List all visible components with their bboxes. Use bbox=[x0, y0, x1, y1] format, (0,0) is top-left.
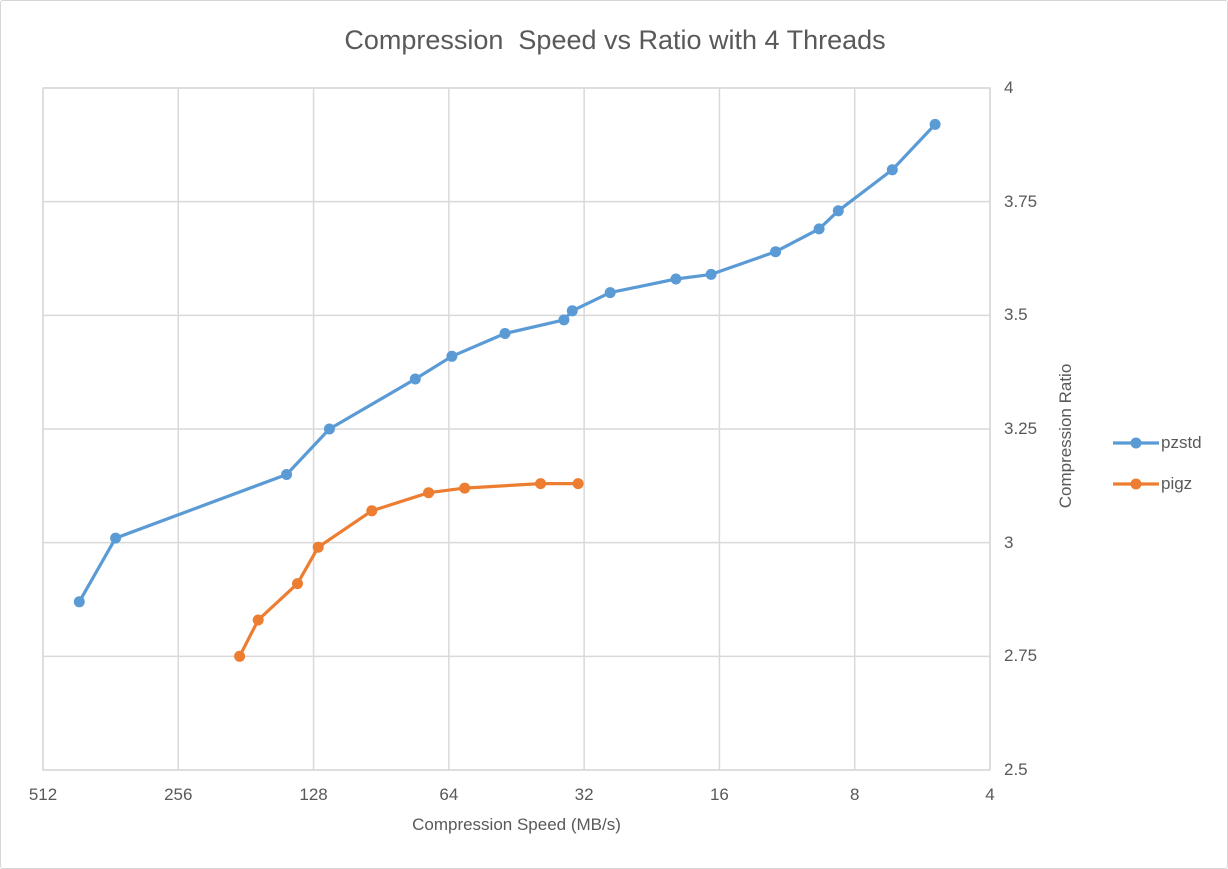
data-point-pigz bbox=[423, 487, 435, 499]
x-tick-label-256: 256 bbox=[164, 785, 193, 804]
data-point-pigz bbox=[234, 650, 246, 662]
x-tick-label-32: 32 bbox=[574, 785, 594, 804]
data-point-pigz bbox=[252, 614, 264, 626]
data-point-pzstd bbox=[770, 246, 782, 258]
data-point-pigz bbox=[535, 478, 547, 490]
data-point-pzstd bbox=[566, 305, 578, 317]
data-point-pzstd bbox=[929, 118, 941, 130]
data-point-pzstd bbox=[73, 596, 85, 608]
data-point-pzstd bbox=[886, 164, 898, 176]
series-line-pzstd bbox=[77, 122, 937, 604]
y-tick-label-2.75: 2.75 bbox=[1004, 646, 1038, 666]
legend-item-pigz: pigz bbox=[1113, 474, 1202, 494]
y-tick-label-3: 3 bbox=[1004, 532, 1014, 552]
data-point-pzstd bbox=[446, 350, 458, 362]
data-point-pzstd bbox=[705, 268, 717, 280]
data-point-pzstd bbox=[281, 469, 293, 480]
data-point-pigz bbox=[366, 505, 378, 517]
legend-marker-pzstd bbox=[1113, 437, 1159, 449]
data-point-pigz bbox=[459, 482, 471, 494]
data-point-pzstd bbox=[323, 423, 335, 435]
plot-border bbox=[42, 87, 991, 771]
data-point-pzstd bbox=[813, 223, 825, 235]
data-point-pzstd bbox=[558, 314, 570, 326]
chart-title: Compression Speed vs Ratio with 4 Thread… bbox=[344, 25, 886, 55]
data-point-pzstd bbox=[832, 205, 844, 217]
legend-marker-pigz bbox=[1113, 478, 1159, 490]
series-line-pigz bbox=[238, 482, 580, 658]
data-point-pzstd bbox=[670, 273, 682, 285]
data-point-pigz bbox=[312, 541, 324, 553]
y-tick-label-3.25: 3.25 bbox=[1004, 419, 1038, 438]
legend: pzstd pigz bbox=[1113, 433, 1202, 515]
x-tick-label-512: 512 bbox=[28, 785, 58, 804]
x-tick-label-4: 4 bbox=[985, 785, 995, 804]
x-tick-label-128: 128 bbox=[299, 785, 328, 804]
y-tick-label-4: 4 bbox=[1004, 78, 1014, 97]
legend-label-pigz: pigz bbox=[1161, 474, 1193, 493]
x-tick-label-8: 8 bbox=[849, 785, 860, 804]
y-axis-title: Compression Ratio bbox=[1056, 363, 1075, 509]
x-tick-label-16: 16 bbox=[709, 785, 729, 804]
y-tick-label-3.75: 3.75 bbox=[1004, 191, 1038, 211]
y-tick-label-2.5: 2.5 bbox=[1004, 760, 1028, 779]
data-point-pzstd bbox=[604, 287, 616, 299]
y-tick-label-3.5: 3.5 bbox=[1004, 305, 1028, 325]
data-point-pigz bbox=[292, 578, 303, 590]
legend-label-pzstd: pzstd bbox=[1161, 433, 1202, 452]
legend-item-pzstd: pzstd bbox=[1113, 433, 1202, 453]
data-point-pzstd bbox=[409, 373, 421, 385]
x-axis-title: Compression Speed (MB/s) bbox=[412, 815, 621, 834]
data-point-pzstd bbox=[110, 532, 122, 544]
x-tick-label-64: 64 bbox=[439, 785, 459, 804]
data-point-pigz bbox=[572, 478, 584, 490]
data-point-pzstd bbox=[499, 328, 511, 339]
